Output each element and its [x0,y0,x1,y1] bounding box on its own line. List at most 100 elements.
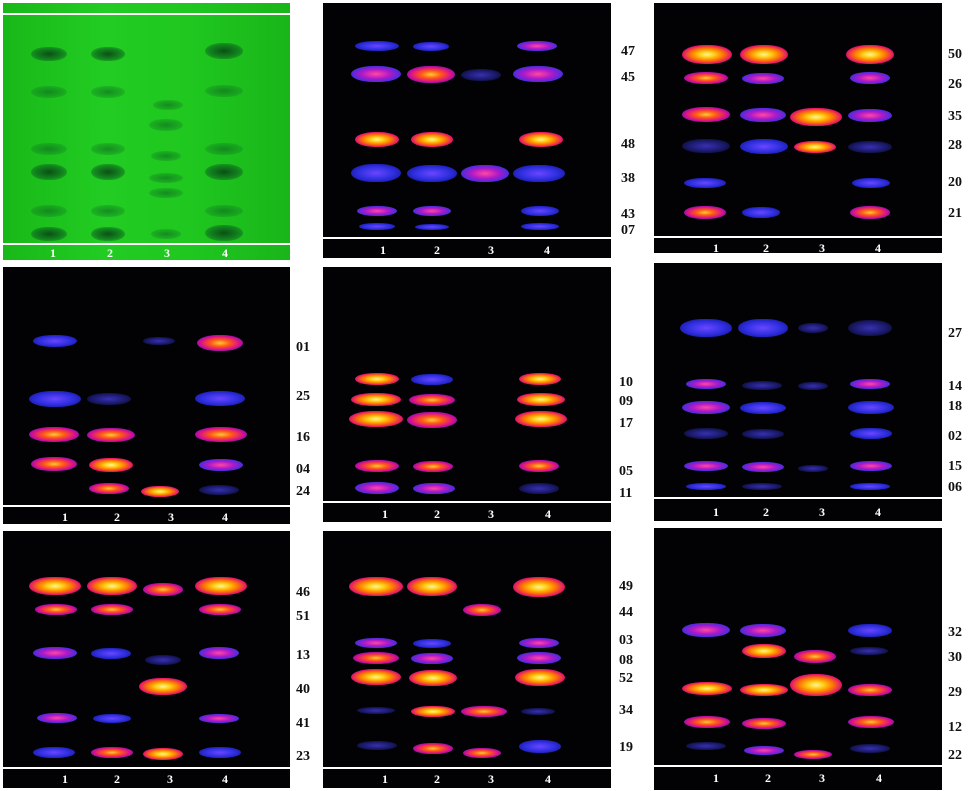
compound-label: 16 [296,430,310,445]
band [850,483,890,490]
band [463,604,501,616]
compound-label: 01 [296,340,310,355]
band [141,486,179,497]
band [349,411,403,427]
compound-label: 49 [619,579,633,594]
lane-label: 3 [819,771,825,785]
compound-label: 10 [619,375,633,390]
lane-label: 2 [114,510,120,524]
baseline [3,243,290,245]
compound-label: 12 [948,720,962,735]
band [139,678,187,695]
band [519,132,563,147]
band [517,393,565,406]
lane-label: 3 [819,505,825,519]
band [33,747,75,758]
band [521,223,559,230]
compound-label: 15 [948,459,962,474]
lane-label: 4 [875,505,881,519]
band [87,393,131,405]
band [684,461,728,471]
band [31,457,77,471]
spot [149,119,183,131]
compound-label: 40 [296,682,310,697]
band [513,66,563,82]
lane-label: 4 [222,246,228,260]
lane-label: 1 [382,507,388,521]
band [798,382,828,390]
band [513,165,565,182]
band [351,669,401,685]
spot [91,143,125,155]
band [355,638,397,648]
band [686,379,726,389]
band [790,674,842,696]
compound-label: 48 [621,137,635,152]
band [87,577,137,595]
compound-label: 03 [619,633,633,648]
spot [31,47,67,61]
band [515,411,567,427]
compound-label: 07 [621,223,635,238]
band [357,741,397,750]
band [195,427,247,442]
baseline [3,505,290,507]
band [850,647,888,655]
compound-label: 28 [948,138,962,153]
band [684,716,730,728]
spot [31,227,67,241]
spot [149,188,183,198]
band [355,482,399,494]
band [91,604,133,615]
band [357,206,397,216]
band [684,428,728,439]
lane-label: 3 [488,507,494,521]
compound-label: 11 [619,486,633,501]
band [744,746,784,755]
lane-label: 2 [114,772,120,786]
spot [205,205,243,217]
band [409,670,457,686]
lane-label: 1 [713,505,719,519]
compound-label: 43 [621,207,635,222]
band [742,644,786,658]
band [461,165,509,182]
lane-label: 2 [434,243,440,257]
lane-label: 4 [222,510,228,524]
spot [31,86,67,98]
band [742,462,784,472]
lane-label: 2 [763,505,769,519]
band [740,108,786,122]
band [199,714,239,723]
band [848,624,892,637]
band [351,66,401,82]
lane-label: 3 [819,241,825,253]
spot [91,47,125,61]
band [848,141,892,153]
band [37,713,77,723]
compound-label: 45 [621,70,635,85]
lane-label: 2 [763,241,769,253]
band [682,401,730,414]
lane-label: 2 [434,507,440,521]
band [848,401,894,414]
lane-label: 4 [875,241,881,253]
lane-label: 1 [382,772,388,786]
band [798,465,828,472]
spot [205,43,243,59]
band [143,748,183,760]
band [742,207,780,218]
band [798,323,828,333]
band [850,744,890,753]
compound-label: 32 [948,625,962,640]
lane-label: 3 [164,246,170,260]
band [742,718,786,729]
compound-label: 04 [296,462,310,477]
band [740,624,786,637]
spot [151,229,181,239]
band [848,109,892,122]
band [740,684,788,696]
compound-label: 17 [619,416,633,431]
band [790,108,842,126]
tlc-panel-8: 1 2 3 4 [323,531,611,788]
